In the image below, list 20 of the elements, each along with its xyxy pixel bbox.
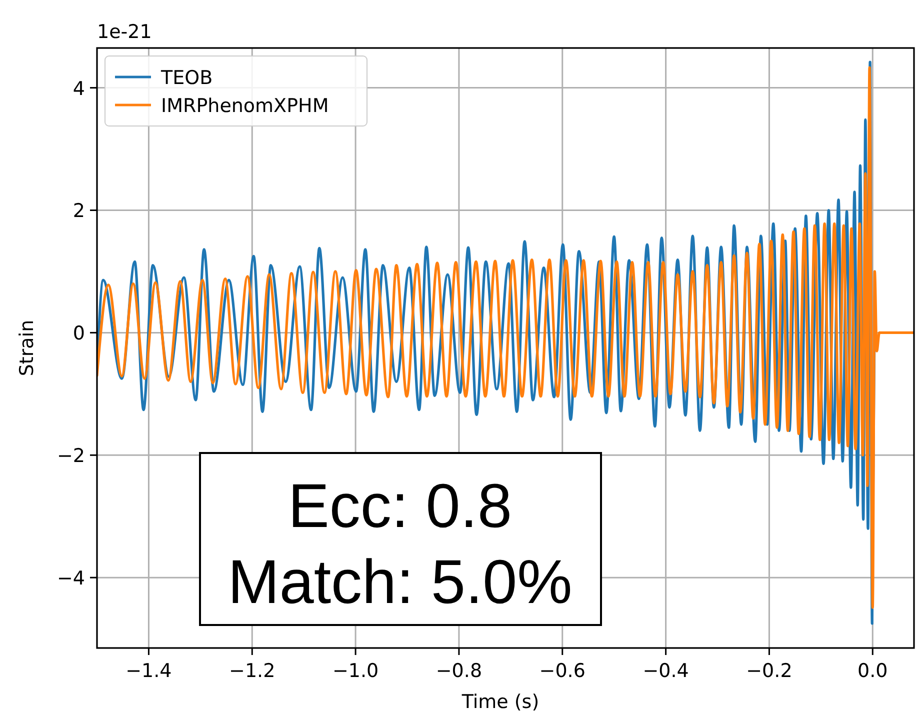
x-tick-label: −0.8 xyxy=(436,660,482,682)
y-tick-label: 4 xyxy=(72,78,85,100)
annotation: Ecc: 0.8 xyxy=(288,472,512,541)
text: 1e-21 xyxy=(97,21,152,43)
x-tick-label: −1.0 xyxy=(332,660,379,682)
y-tick-label: −2 xyxy=(56,445,85,468)
x-axis-title: Time (s) xyxy=(460,691,540,713)
x-tick-label: −1.2 xyxy=(229,660,276,682)
y-tick-label: −4 xyxy=(56,568,85,590)
x-tick-label: −1.4 xyxy=(126,660,172,682)
y-tick-label: 0 xyxy=(72,322,85,345)
x-tick-label: −0.6 xyxy=(539,660,586,682)
legend-label: IMRPhenomXPHM xyxy=(161,95,329,117)
x-tick-label: 0.0 xyxy=(858,660,888,682)
y-tick-label: 2 xyxy=(72,200,85,222)
legend-label: TEOB xyxy=(160,67,213,89)
annotation: Match: 5.0% xyxy=(228,548,572,617)
x-tick-label: −0.2 xyxy=(746,660,792,682)
y-axis-title: Strain xyxy=(16,320,38,376)
x-tick-label: −0.4 xyxy=(642,660,689,682)
